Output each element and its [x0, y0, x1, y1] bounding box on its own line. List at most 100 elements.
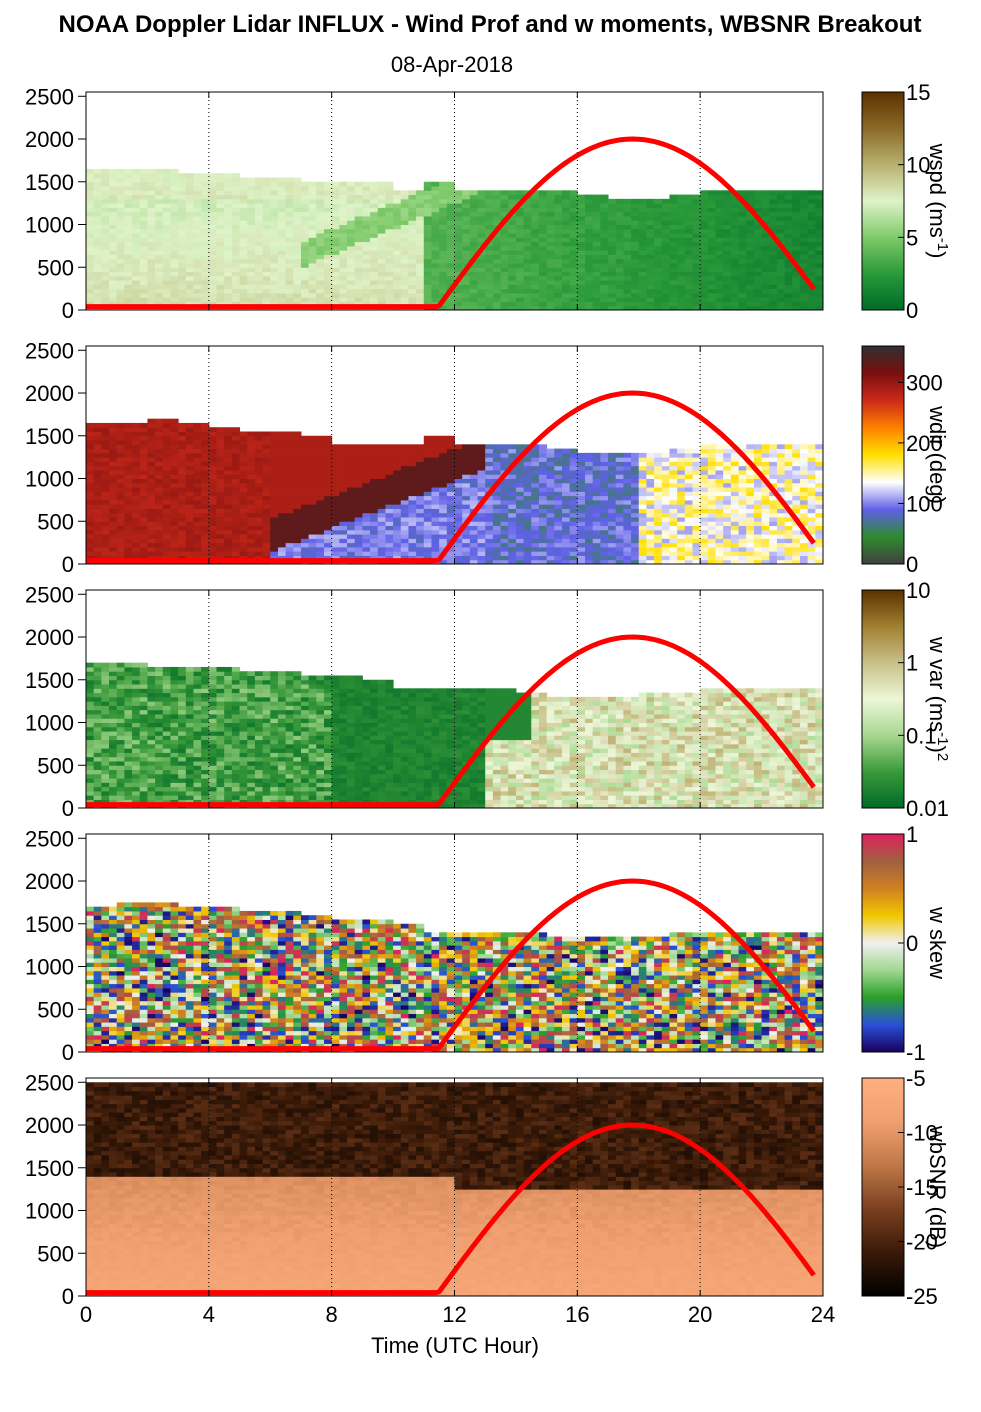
heatmap-cell [285, 452, 294, 458]
heatmap-cell [677, 284, 686, 290]
heatmap-cell [316, 215, 325, 221]
heatmap-cell [631, 275, 640, 281]
heatmap-cell [116, 461, 125, 467]
heatmap-cell [109, 487, 118, 492]
heatmap-cell [147, 435, 156, 441]
heatmap-cell [308, 521, 317, 527]
heatmap-cell [531, 474, 540, 480]
heatmap-cell [323, 478, 333, 484]
heatmap-cell [769, 241, 778, 247]
heatmap-cell [277, 452, 287, 458]
heatmap-cell [262, 495, 271, 501]
heatmap-cell [293, 275, 302, 281]
heatmap-cell [446, 194, 455, 200]
heatmap-cell [692, 280, 701, 285]
heatmap-cell [323, 262, 333, 268]
heatmap-cell [208, 495, 218, 501]
heatmap-cell [347, 198, 356, 204]
heatmap-cell [323, 237, 333, 243]
heatmap-cell [400, 465, 409, 471]
heatmap-cell [508, 529, 517, 535]
heatmap-cell [162, 465, 171, 471]
heatmap-cell [170, 233, 179, 238]
heatmap-cell [454, 465, 463, 471]
heatmap-cell [454, 224, 463, 230]
heatmap-cell [408, 194, 417, 200]
heatmap-cell [815, 250, 824, 255]
heatmap-cell [700, 305, 709, 311]
heatmap-cell [531, 301, 540, 307]
heatmap-cell [170, 228, 179, 234]
heatmap-cell [546, 301, 555, 307]
heatmap-cell [431, 435, 440, 441]
heatmap-cell [316, 440, 325, 445]
heatmap-cell [385, 292, 394, 298]
heatmap-cell [400, 258, 409, 264]
heatmap-cell [769, 292, 778, 298]
heatmap-cell [807, 301, 816, 307]
heatmap-cell [746, 220, 755, 226]
heatmap-cell [508, 215, 517, 221]
heatmap-cell [362, 474, 371, 480]
heatmap-cell [784, 292, 793, 298]
heatmap-cell [508, 512, 517, 518]
heatmap-cell [707, 267, 717, 273]
heatmap-cell [285, 297, 294, 302]
heatmap-cell [492, 551, 502, 556]
heatmap-cell [231, 542, 241, 548]
heatmap-cell [331, 534, 340, 539]
heatmap-cell [546, 555, 555, 561]
heatmap-cell [132, 431, 141, 437]
heatmap-cell [124, 529, 133, 535]
heatmap-cell [347, 297, 356, 302]
heatmap-cell [485, 512, 494, 518]
heatmap-cell [208, 499, 218, 505]
heatmap-cell [347, 487, 356, 492]
heatmap-cell [408, 280, 417, 285]
heatmap-cell [347, 448, 356, 454]
heatmap-cell [201, 555, 210, 561]
heatmap-cell [155, 487, 164, 492]
heatmap-cell [101, 220, 110, 226]
heatmap-cell [776, 284, 786, 290]
heatmap-cell [362, 198, 371, 204]
heatmap-cell [316, 297, 325, 302]
heatmap-cell [469, 448, 479, 454]
heatmap-cell [753, 194, 763, 200]
heatmap-cell [86, 220, 95, 226]
heatmap-cell [784, 271, 793, 277]
heatmap-cell [308, 555, 317, 561]
heatmap-cell [531, 529, 540, 535]
heatmap-cell [362, 546, 371, 552]
heatmap-cell [462, 534, 471, 539]
heatmap-cell [746, 233, 755, 238]
heatmap-cell [538, 297, 548, 302]
heatmap-cell [546, 491, 555, 497]
heatmap-cell [270, 233, 279, 238]
heatmap-cell [431, 469, 440, 475]
heatmap-cell [193, 186, 202, 191]
heatmap-cell [700, 237, 709, 243]
heatmap-cell [93, 258, 102, 264]
heatmap-cell [669, 254, 678, 260]
heatmap-cell [569, 555, 578, 561]
heatmap-cell [469, 233, 479, 238]
heatmap-cell [308, 271, 317, 277]
heatmap-cell [677, 267, 686, 273]
heatmap-cell [723, 284, 732, 290]
heatmap-cell [239, 280, 248, 285]
heatmap-cell [262, 474, 271, 480]
heatmap-cell [500, 495, 509, 501]
heatmap-cell [423, 258, 432, 264]
heatmap-cell [469, 461, 479, 467]
heatmap-cell [515, 267, 525, 273]
heatmap-cell [577, 233, 586, 238]
heatmap-cell [715, 198, 724, 204]
heatmap-cell [508, 254, 517, 260]
heatmap-cell [331, 190, 340, 196]
heatmap-cell [377, 280, 386, 285]
heatmap-cell [585, 305, 594, 311]
heatmap-cell [723, 297, 732, 302]
heatmap-cell [592, 288, 601, 294]
heatmap-cell [677, 211, 686, 217]
